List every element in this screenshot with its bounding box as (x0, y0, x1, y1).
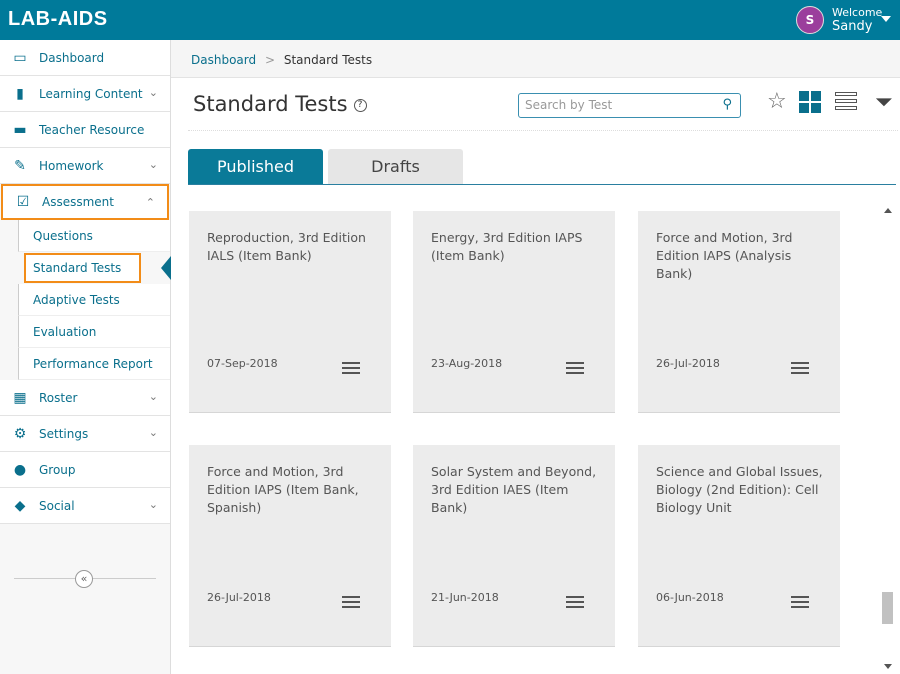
test-card[interactable]: Energy, 3rd Edition IAPS (Item Bank) 23-A… (413, 211, 615, 413)
subitem-standard-tests[interactable]: Standard Tests (24, 253, 141, 283)
test-card[interactable]: Force and Motion, 3rd Edition IAPS (Item… (189, 445, 391, 647)
page-title: Standard Tests? (193, 92, 367, 116)
list-view-icon[interactable] (835, 92, 857, 112)
label: Assessment (42, 195, 114, 209)
welcome-label: Welcome (832, 6, 883, 19)
sidebar: ▭ Dashboard ▮ Learning Content ⌄ ▬ Teacher R… (0, 40, 171, 674)
grid-view-icon[interactable] (799, 91, 821, 113)
lab-aids-logo[interactable]: LAB-AIDS (8, 8, 108, 30)
tab-published[interactable]: Published (188, 149, 323, 185)
breadcrumb-current: Standard Tests (283, 53, 373, 67)
divider (188, 130, 898, 131)
test-date: 07-Sep-2018 (207, 357, 278, 370)
chevron-down-icon[interactable]: ⌄ (148, 158, 158, 171)
pencil-icon: ✎ (14, 157, 26, 174)
tab-underline (188, 184, 896, 185)
chat-icon: ◆ (14, 497, 26, 514)
user-name[interactable]: Sandy (832, 19, 873, 34)
test-title[interactable]: Science and Global Issues, Biology (2nd … (656, 464, 823, 515)
test-date: 23-Aug-2018 (431, 357, 503, 370)
subitem-evaluation[interactable]: Evaluation (18, 316, 170, 348)
sidebar-item-assessment[interactable]: ☑ Assessment ⌃ (1, 184, 169, 220)
label: Social (39, 498, 75, 513)
sidebar-item-teacher-resource[interactable]: ▬ Teacher Resource (0, 112, 170, 148)
test-card[interactable]: Science and Global Issues, Biology (2nd … (638, 445, 840, 647)
chevron-down-icon[interactable]: ⌄ (148, 426, 158, 439)
breadcrumb: Dashboard > Standard Tests (171, 40, 900, 78)
hamburger-menu-icon[interactable] (342, 596, 360, 611)
top-bar: LAB-AIDS S Welcome Sandy (0, 0, 900, 40)
hamburger-menu-icon[interactable] (791, 596, 809, 611)
search-placeholder: Search by Test (525, 98, 613, 112)
avatar[interactable]: S (796, 6, 824, 34)
monitor-icon: ▭ (13, 49, 27, 66)
test-card[interactable]: Solar System and Beyond, 3rd Edition IAE… (413, 445, 615, 647)
briefcase-icon: ▬ (13, 121, 27, 138)
hamburger-menu-icon[interactable] (566, 362, 584, 377)
sidebar-item-learning-content[interactable]: ▮ Learning Content ⌄ (0, 76, 170, 112)
test-title[interactable]: Force and Motion, 3rd Edition IAPS (Anal… (656, 230, 793, 281)
label: Homework (39, 158, 104, 173)
help-icon[interactable]: ? (353, 98, 367, 112)
chevron-down-icon[interactable]: ⌄ (148, 390, 158, 403)
label: Learning Content (39, 86, 143, 101)
book-icon: ▮ (16, 85, 24, 102)
search-input[interactable]: Search by Test ⚲ (518, 93, 741, 118)
label: Settings (39, 426, 89, 441)
gear-icon: ⚙ (13, 425, 27, 442)
label: Dashboard (39, 50, 105, 65)
favorite-star-icon[interactable]: ☆ (767, 89, 787, 114)
test-card[interactable]: Reproduction, 3rd Edition IALS (Item Ban… (189, 211, 391, 413)
scroll-thumb[interactable] (882, 592, 893, 624)
label: Teacher Resource (39, 122, 145, 137)
search-icon[interactable]: ⚲ (722, 97, 732, 112)
breadcrumb-dashboard[interactable]: Dashboard (191, 53, 257, 67)
tab-drafts[interactable]: Drafts (328, 149, 463, 185)
label: Roster (39, 390, 78, 405)
test-date: 06-Jun-2018 (656, 591, 724, 604)
test-title[interactable]: Energy, 3rd Edition IAPS (Item Bank) (431, 230, 583, 263)
chevron-down-icon[interactable]: ⌄ (148, 86, 158, 99)
group-icon: ● (13, 461, 27, 478)
sidebar-item-homework[interactable]: ✎ Homework ⌄ (0, 148, 170, 184)
subitem-adaptive-tests[interactable]: Adaptive Tests (18, 284, 170, 316)
sidebar-item-settings[interactable]: ⚙ Settings ⌄ (0, 416, 170, 452)
chevron-down-icon[interactable]: ⌄ (148, 498, 158, 511)
checkbox-icon: ☑ (16, 194, 30, 210)
sidebar-item-roster[interactable]: ▦ Roster ⌄ (0, 380, 170, 416)
sidebar-item-social[interactable]: ◆ Social ⌄ (0, 488, 170, 524)
hamburger-menu-icon[interactable] (566, 596, 584, 611)
hamburger-menu-icon[interactable] (342, 362, 360, 377)
title-text: Standard Tests (193, 92, 348, 116)
test-date: 26-Jul-2018 (656, 357, 720, 370)
test-title[interactable]: Reproduction, 3rd Edition IALS (Item Ban… (207, 230, 366, 263)
scroll-down-icon[interactable] (884, 664, 892, 669)
test-card[interactable]: Force and Motion, 3rd Edition IAPS (Anal… (638, 211, 840, 413)
sidebar-item-dashboard[interactable]: ▭ Dashboard (0, 40, 170, 76)
sidebar-item-group[interactable]: ● Group (0, 452, 170, 488)
subitem-questions[interactable]: Questions (18, 220, 170, 252)
breadcrumb-separator: > (264, 53, 275, 67)
collapse-sidebar-button[interactable]: « (75, 570, 93, 588)
test-title[interactable]: Solar System and Beyond, 3rd Edition IAE… (431, 464, 597, 515)
hamburger-menu-icon[interactable] (791, 362, 809, 377)
calendar-icon: ▦ (13, 389, 27, 406)
active-indicator-arrow (161, 256, 171, 280)
test-title[interactable]: Force and Motion, 3rd Edition IAPS (Item… (207, 464, 359, 515)
label: Group (39, 462, 76, 477)
test-date: 26-Jul-2018 (207, 591, 271, 604)
scrollbar[interactable] (881, 204, 895, 674)
scroll-up-icon[interactable] (884, 208, 892, 213)
filter-icon[interactable]: ⏷ (875, 90, 893, 115)
subitem-performance-report[interactable]: Performance Report (18, 348, 170, 380)
chevron-up-icon[interactable]: ⌃ (145, 196, 155, 209)
user-menu-caret-icon[interactable] (881, 16, 891, 22)
test-date: 21-Jun-2018 (431, 591, 499, 604)
